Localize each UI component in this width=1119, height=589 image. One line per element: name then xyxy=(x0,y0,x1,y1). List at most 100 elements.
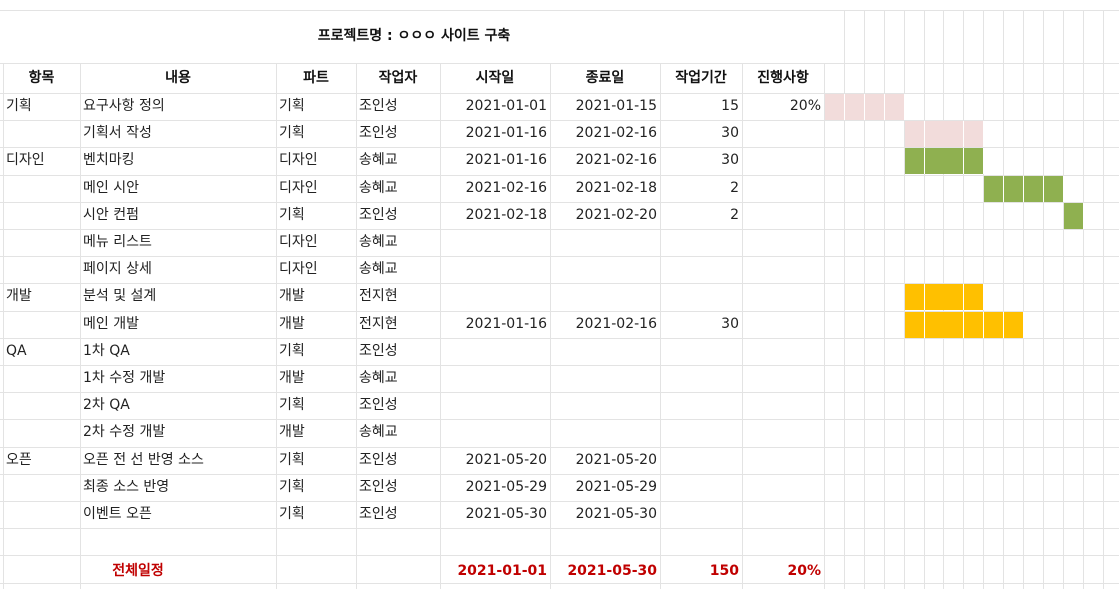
cell-category[interactable] xyxy=(3,392,80,419)
cell-start[interactable]: 2021-05-20 xyxy=(465,452,547,468)
cell-start[interactable]: 2021-02-16 xyxy=(465,180,547,196)
cell-progress[interactable] xyxy=(742,501,824,528)
cell-end[interactable]: 2021-05-20 xyxy=(575,452,657,468)
cell-category[interactable] xyxy=(3,501,80,528)
cell-duration[interactable] xyxy=(660,447,742,474)
cell-duration[interactable]: 2 xyxy=(730,180,739,196)
cell-end[interactable] xyxy=(550,229,660,256)
cell-start[interactable] xyxy=(440,229,550,256)
cell-end[interactable]: 2021-02-16 xyxy=(575,125,657,141)
cell-duration[interactable] xyxy=(660,283,742,310)
cell-category[interactable] xyxy=(3,202,80,229)
cell-worker[interactable]: 조인성 xyxy=(359,125,398,141)
cell-category[interactable]: QA xyxy=(6,343,27,359)
cell-worker[interactable]: 조인성 xyxy=(359,506,398,522)
cell-progress[interactable] xyxy=(742,419,824,446)
cell-progress[interactable] xyxy=(742,120,824,147)
cell-progress[interactable] xyxy=(742,256,824,283)
cell-start[interactable]: 2021-05-30 xyxy=(465,506,547,522)
cell-task[interactable]: 벤치마킹 xyxy=(83,152,135,168)
cell-duration[interactable] xyxy=(660,256,742,283)
cell-part[interactable]: 개발 xyxy=(279,424,305,440)
cell-progress[interactable] xyxy=(742,447,824,474)
cell-start[interactable] xyxy=(440,283,550,310)
total-start[interactable]: 2021-01-01 xyxy=(457,563,547,579)
cell-task[interactable]: 메인 개발 xyxy=(83,316,139,332)
cell-part[interactable]: 기획 xyxy=(279,343,305,359)
cell-task[interactable]: 1차 QA xyxy=(83,343,130,359)
cell-progress[interactable]: 20% xyxy=(789,98,821,114)
cell-start[interactable]: 2021-02-18 xyxy=(465,207,547,223)
cell-worker[interactable]: 송혜교 xyxy=(359,180,398,196)
cell-start[interactable] xyxy=(440,338,550,365)
cell-task[interactable]: 기획서 작성 xyxy=(83,125,152,141)
cell-progress[interactable] xyxy=(742,147,824,174)
total-progress[interactable]: 20% xyxy=(787,563,821,579)
cell-task[interactable]: 1차 수정 개발 xyxy=(83,370,166,386)
cell-progress[interactable] xyxy=(742,202,824,229)
cell-duration[interactable] xyxy=(660,229,742,256)
cell-part[interactable]: 개발 xyxy=(279,370,305,386)
cell-task[interactable]: 분석 및 설계 xyxy=(83,288,157,304)
header-start[interactable]: 시작일 xyxy=(475,70,515,86)
cell-duration[interactable]: 30 xyxy=(721,152,739,168)
cell-worker[interactable]: 조인성 xyxy=(359,479,398,495)
cell-part[interactable]: 기획 xyxy=(279,452,305,468)
cell-part[interactable]: 기획 xyxy=(279,506,305,522)
cell-part[interactable]: 개발 xyxy=(279,288,305,304)
cell-end[interactable]: 2021-05-30 xyxy=(575,506,657,522)
cell-duration[interactable]: 2 xyxy=(730,207,739,223)
cell-task[interactable]: 2차 수정 개발 xyxy=(83,424,166,440)
cell-end[interactable] xyxy=(550,365,660,392)
header-part[interactable]: 파트 xyxy=(303,70,329,86)
total-duration[interactable]: 150 xyxy=(709,563,739,579)
cell-task[interactable]: 오픈 전 선 반영 소스 xyxy=(83,452,204,468)
cell-part[interactable]: 기획 xyxy=(279,397,305,413)
cell-progress[interactable] xyxy=(742,175,824,202)
cell-worker[interactable]: 조인성 xyxy=(359,452,398,468)
cell-task[interactable]: 메인 시안 xyxy=(83,180,139,196)
cell-duration[interactable] xyxy=(660,392,742,419)
cell-end[interactable]: 2021-01-15 xyxy=(575,98,657,114)
cell-category[interactable] xyxy=(3,120,80,147)
cell-worker[interactable]: 조인성 xyxy=(359,207,398,223)
cell-task[interactable]: 페이지 상세 xyxy=(83,261,152,277)
cell-progress[interactable] xyxy=(742,338,824,365)
cell-category[interactable] xyxy=(3,256,80,283)
cell-category[interactable] xyxy=(3,175,80,202)
cell-duration[interactable] xyxy=(660,474,742,501)
cell-worker[interactable]: 송혜교 xyxy=(359,370,398,386)
cell-duration[interactable]: 30 xyxy=(721,316,739,332)
cell-start[interactable] xyxy=(440,256,550,283)
cell-part[interactable]: 디자인 xyxy=(279,234,318,250)
cell-part[interactable]: 디자인 xyxy=(279,261,318,277)
cell-worker[interactable]: 송혜교 xyxy=(359,424,398,440)
cell-end[interactable] xyxy=(550,338,660,365)
cell-end[interactable] xyxy=(550,392,660,419)
cell-duration[interactable] xyxy=(660,501,742,528)
cell-duration[interactable] xyxy=(660,338,742,365)
cell-end[interactable]: 2021-02-18 xyxy=(575,180,657,196)
cell-category[interactable] xyxy=(3,474,80,501)
cell-start[interactable]: 2021-01-16 xyxy=(465,152,547,168)
cell-task[interactable]: 최종 소스 반영 xyxy=(83,479,170,495)
cell-task[interactable]: 요구사항 정의 xyxy=(83,98,165,114)
cell-part[interactable]: 디자인 xyxy=(279,180,318,196)
cell-end[interactable] xyxy=(550,283,660,310)
cell-end[interactable]: 2021-02-20 xyxy=(575,207,657,223)
cell-task[interactable]: 메뉴 리스트 xyxy=(83,234,152,250)
total-label[interactable]: 전체일정 xyxy=(112,563,164,579)
cell-worker[interactable]: 조인성 xyxy=(359,343,398,359)
cell-worker[interactable]: 전지현 xyxy=(359,288,398,304)
cell-task[interactable]: 이벤트 오픈 xyxy=(83,506,152,522)
header-progress[interactable]: 진행사항 xyxy=(757,70,809,86)
cell-end[interactable]: 2021-05-29 xyxy=(575,479,657,495)
cell-progress[interactable] xyxy=(742,474,824,501)
cell-category[interactable] xyxy=(3,229,80,256)
cell-part[interactable]: 기획 xyxy=(279,125,305,141)
cell-worker[interactable]: 송혜교 xyxy=(359,234,398,250)
cell-start[interactable]: 2021-01-16 xyxy=(465,125,547,141)
project-title[interactable]: 프로젝트명 : ㅇㅇㅇ 사이트 구축 xyxy=(317,28,511,44)
cell-category[interactable] xyxy=(3,365,80,392)
cell-worker[interactable]: 조인성 xyxy=(359,397,398,413)
